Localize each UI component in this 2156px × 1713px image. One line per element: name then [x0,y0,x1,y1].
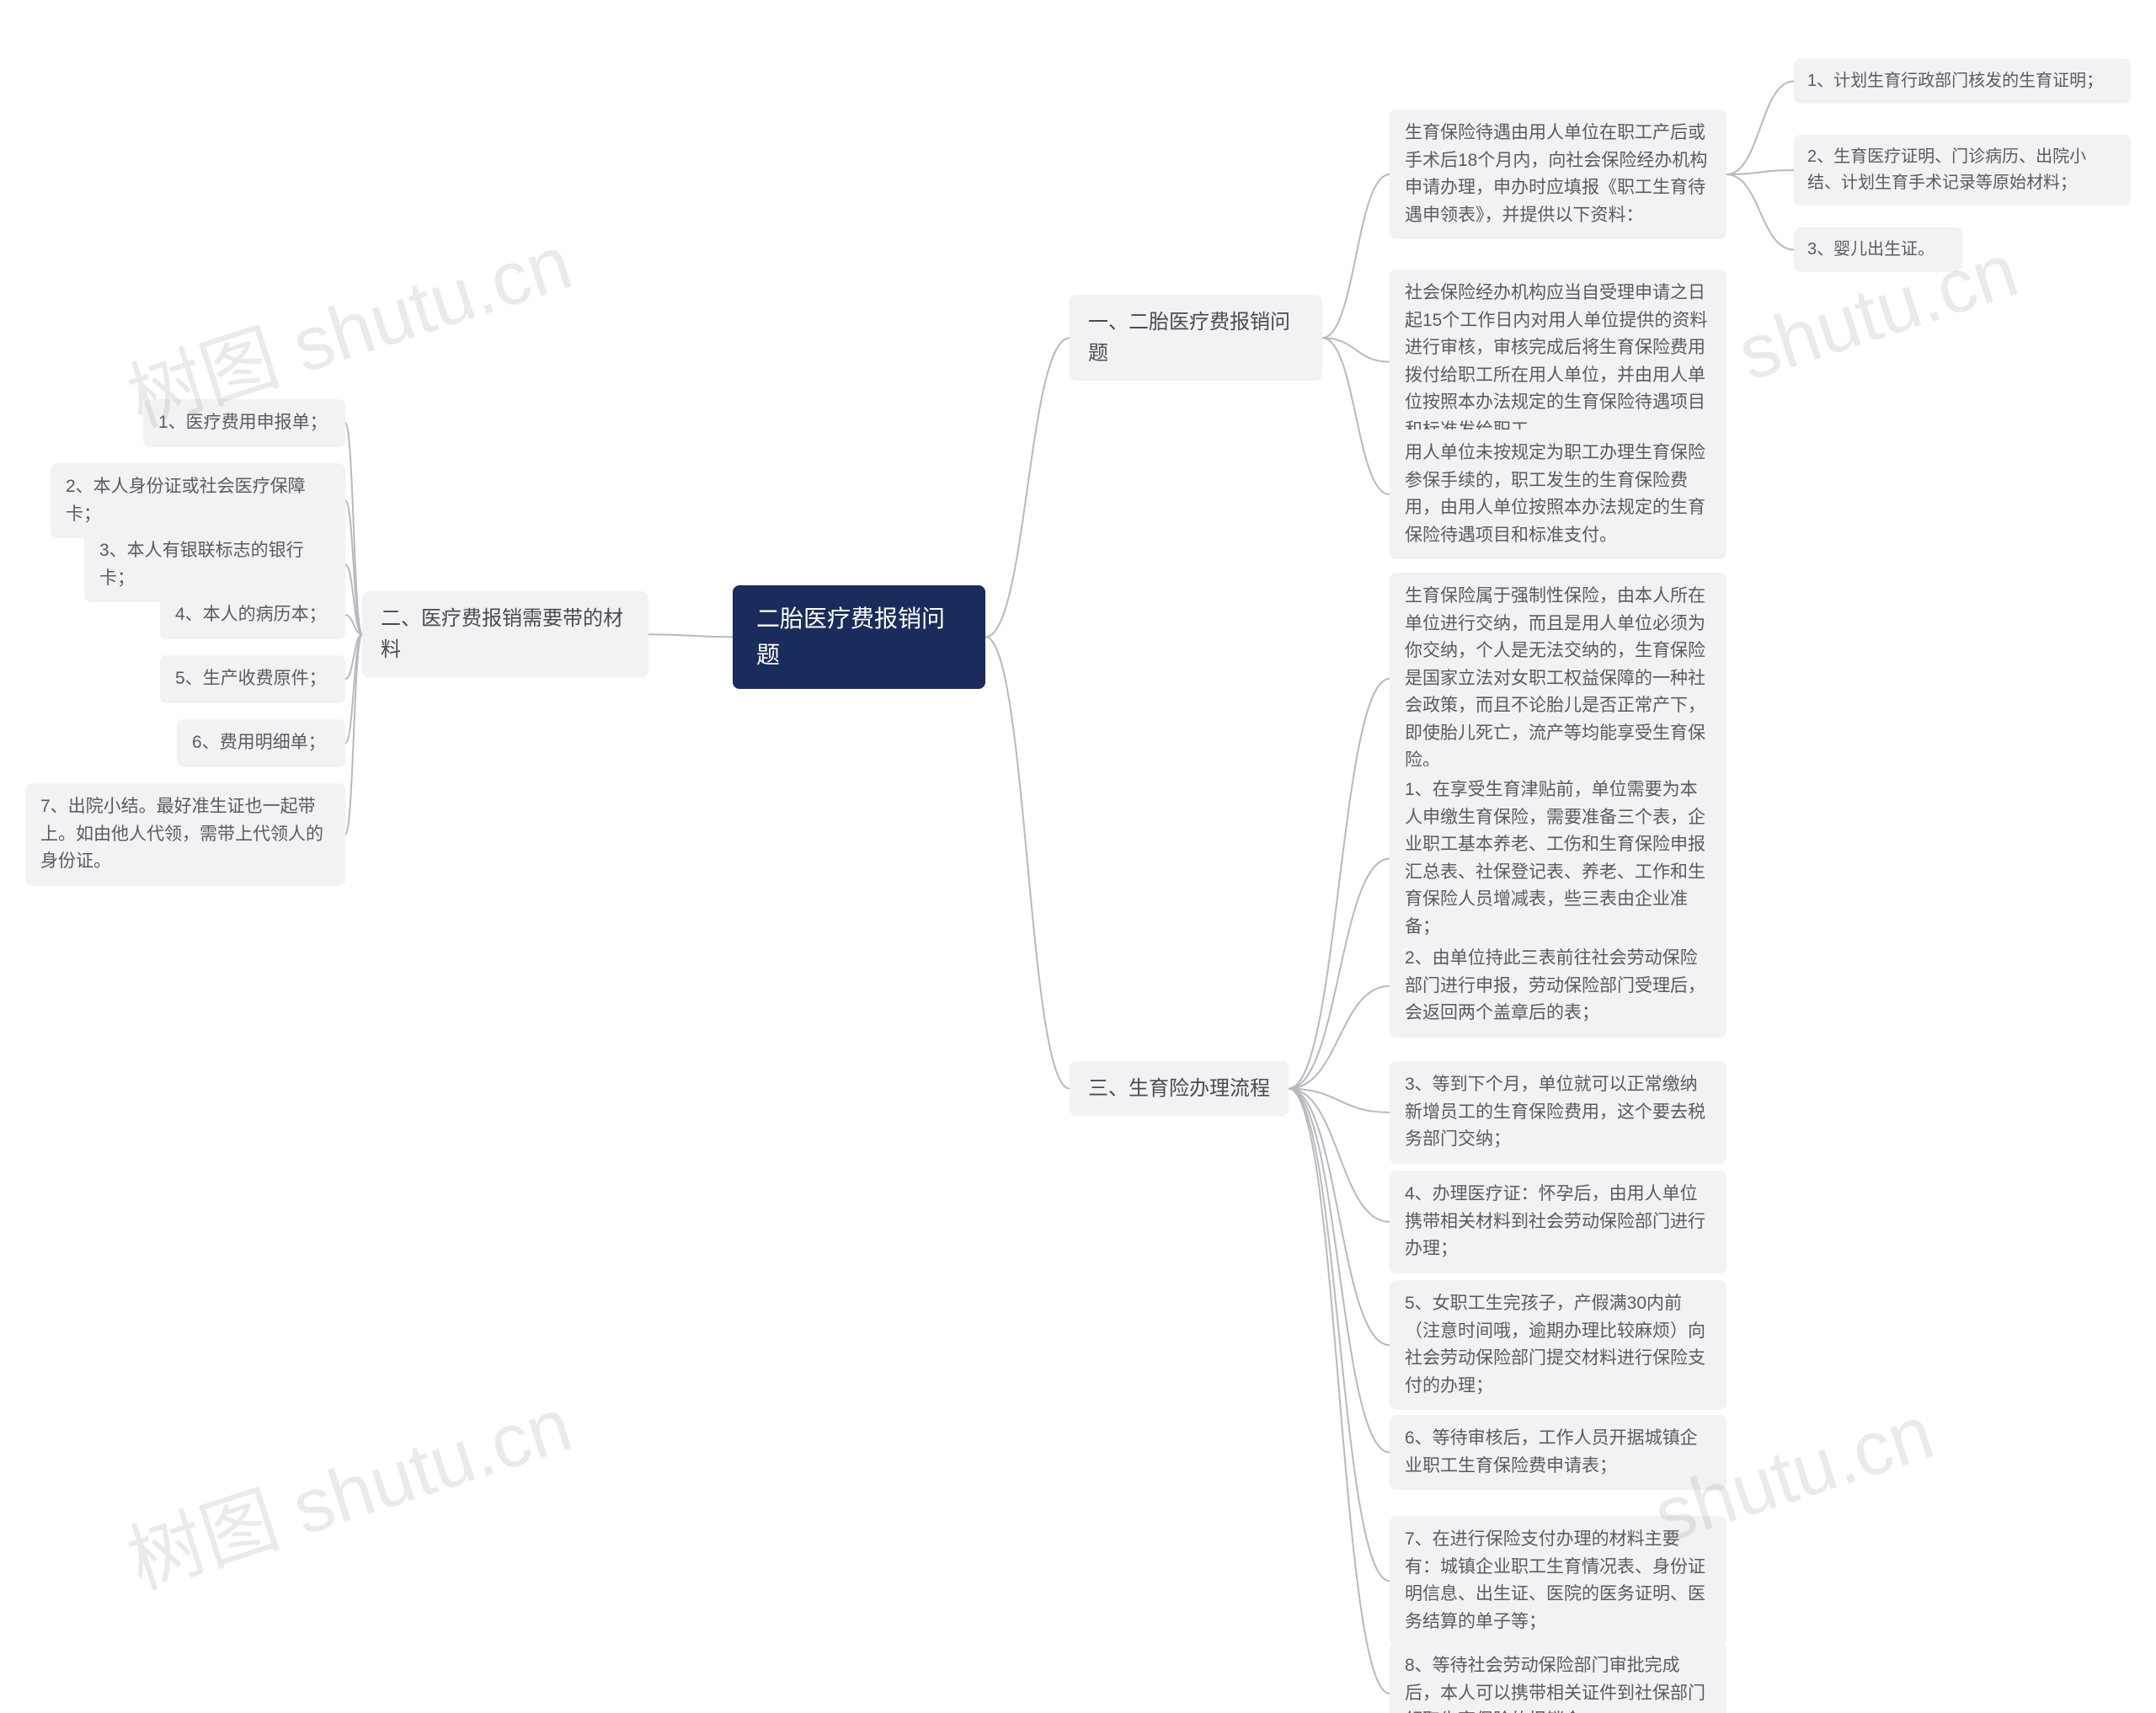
materials-item-6-label: 6、费用明细单； [192,733,326,752]
branch-process-label: 三、生育险办理流程 [1088,1077,1270,1100]
root-node: 二胎医疗费报销问题 [733,585,985,689]
materials-item-7-label: 7、出院小结。最好准生证也一起带上。如由他人代领，需带上代领人的身份证。 [40,797,323,871]
branch-materials: 二、医疗费报销需要带的材料 [362,591,648,677]
reimbursement-item-1-label: 生育保险待遇由用人单位在职工产后或手术后18个月内，向社会保险经办机构申请办理，… [1405,123,1707,225]
process-item-4-label: 4、办理医疗证：怀孕后，由用人单位携带相关材料到社会劳动保险部门进行办理； [1405,1184,1705,1258]
watermark: 树图 shutu.cn [112,1363,583,1609]
materials-item-5: 5、生产收费原件； [160,655,345,703]
materials-item-6: 6、费用明细单； [177,719,345,767]
root-label: 二胎医疗费报销问题 [756,606,945,668]
reimbursement-item-2-label: 社会保险经办机构应当自受理申请之日起15个工作日内对用人单位提供的资料进行审核，… [1405,283,1707,440]
process-item-3: 3、等到下个月，单位就可以正常缴纳新增员工的生育保险费用，这个要去税务部门交纳； [1390,1061,1726,1164]
branch-reimbursement-label: 一、二胎医疗费报销问题 [1088,311,1290,365]
process-item-7: 7、在进行保险支付办理的材料主要有：城镇企业职工生育情况表、身份证明信息、出生证… [1390,1516,1726,1646]
reimbursement-doc-1: 1、计划生育行政部门核发的生育证明； [1794,59,2131,104]
process-item-5: 5、女职工生完孩子，产假满30内前（注意时间哦，逾期办理比较麻烦）向社会劳动保险… [1390,1280,1726,1410]
process-item-7-label: 7、在进行保险支付办理的材料主要有：城镇企业职工生育情况表、身份证明信息、出生证… [1405,1529,1705,1631]
process-item-6-label: 6、等待审核后，工作人员开据城镇企业职工生育保险费申请表； [1405,1428,1698,1476]
reimbursement-item-1: 生育保险待遇由用人单位在职工产后或手术后18个月内，向社会保险经办机构申请办理，… [1390,109,1726,239]
process-item-1: 1、在享受生育津贴前，单位需要为本人申缴生育保险，需要准备三个表，企业职工基本养… [1390,766,1726,951]
materials-item-1: 1、医疗费用申报单； [143,399,345,447]
reimbursement-doc-1-label: 1、计划生育行政部门核发的生育证明； [1807,72,2103,90]
materials-item-2-label: 2、本人身份证或社会医疗保障卡； [66,477,306,524]
reimbursement-doc-2-label: 2、生育医疗证明、门诊病历、出院小结、计划生育手术记录等原始材料； [1807,147,2086,192]
process-item-0-label: 生育保险属于强制性保险，由本人所在单位进行交纳，而且是用人单位必须为你交纳，个人… [1405,586,1705,770]
materials-item-4-label: 4、本人的病历本； [175,605,327,624]
materials-item-7: 7、出院小结。最好准生证也一起带上。如由他人代领，需带上代领人的身份证。 [25,783,345,886]
branch-process: 三、生育险办理流程 [1070,1061,1289,1116]
process-item-8-label: 8、等待社会劳动保险部门审批完成后，本人可以携带相关证件到社保部门领取生育保险的… [1405,1656,1705,1713]
materials-item-4: 4、本人的病历本； [160,591,345,639]
materials-item-1-label: 1、医疗费用申报单； [158,413,328,432]
process-item-4: 4、办理医疗证：怀孕后，由用人单位携带相关材料到社会劳动保险部门进行办理； [1390,1171,1726,1273]
mindmap-canvas: 二胎医疗费报销问题 二、医疗费报销需要带的材料 1、医疗费用申报单； 2、本人身… [0,0,2156,1713]
process-item-5-label: 5、女职工生完孩子，产假满30内前（注意时间哦，逾期办理比较麻烦）向社会劳动保险… [1405,1294,1705,1395]
reimbursement-item-2: 社会保险经办机构应当自受理申请之日起15个工作日内对用人单位提供的资料进行审核，… [1390,269,1726,454]
process-item-2: 2、由单位持此三表前往社会劳动保险部门进行申报，劳动保险部门受理后，会返回两个盖… [1390,935,1726,1038]
reimbursement-item-3: 用人单位未按规定为职工办理生育保险参保手续的，职工发生的生育保险费用，由用人单位… [1390,430,1726,559]
reimbursement-doc-2: 2、生育医疗证明、门诊病历、出院小结、计划生育手术记录等原始材料； [1794,135,2131,205]
materials-item-5-label: 5、生产收费原件； [175,669,327,688]
process-item-8: 8、等待社会劳动保险部门审批完成后，本人可以携带相关证件到社保部门领取生育保险的… [1390,1642,1726,1713]
process-item-0: 生育保险属于强制性保险，由本人所在单位进行交纳，而且是用人单位必须为你交纳，个人… [1390,573,1726,785]
watermark-text: 树图 shutu.cn [119,1383,581,1605]
process-item-3-label: 3、等到下个月，单位就可以正常缴纳新增员工的生育保险费用，这个要去税务部门交纳； [1405,1075,1705,1149]
reimbursement-doc-3: 3、婴儿出生证。 [1794,227,1962,272]
process-item-2-label: 2、由单位持此三表前往社会劳动保险部门进行申报，劳动保险部门受理后，会返回两个盖… [1405,948,1705,1022]
materials-item-3-label: 3、本人有银联标志的银行卡； [99,541,304,588]
reimbursement-item-3-label: 用人单位未按规定为职工办理生育保险参保手续的，职工发生的生育保险费用，由用人单位… [1405,443,1705,545]
process-item-1-label: 1、在享受生育津贴前，单位需要为本人申缴生育保险，需要准备三个表，企业职工基本养… [1405,780,1705,937]
branch-reimbursement: 一、二胎医疗费报销问题 [1070,295,1322,381]
branch-materials-label: 二、医疗费报销需要带的材料 [381,607,623,661]
reimbursement-doc-3-label: 3、婴儿出生证。 [1807,240,1935,259]
process-item-6: 6、等待审核后，工作人员开据城镇企业职工生育保险费申请表； [1390,1415,1726,1490]
